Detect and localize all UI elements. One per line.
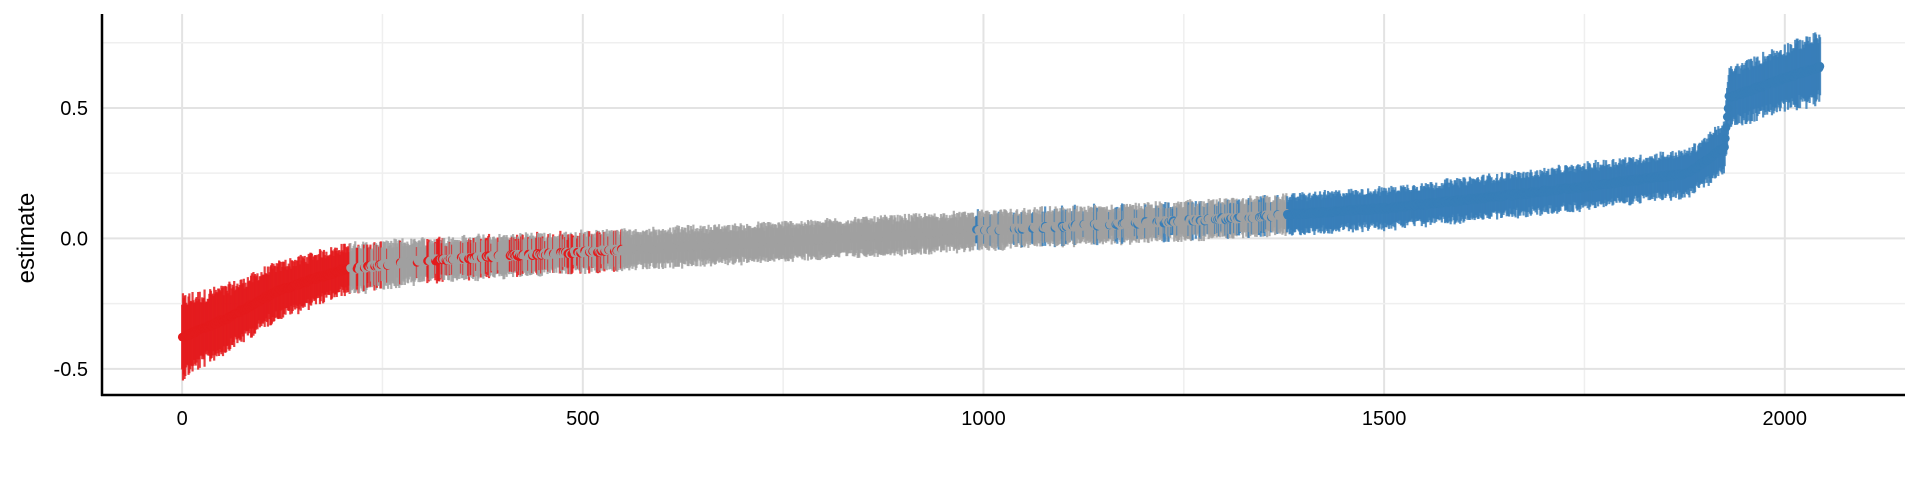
y-axis-title: estimate	[13, 193, 40, 284]
axes	[100, 14, 1905, 397]
tick-labels: 0 500 1000 1500 2000 -0.5 0.0 0.5	[54, 98, 1808, 430]
data-point	[1721, 134, 1730, 143]
data-point	[1722, 112, 1732, 121]
data-point	[1723, 104, 1733, 113]
y-tick-label: 0.5	[60, 98, 88, 120]
data-point	[1815, 62, 1825, 71]
x-tick-label: 2000	[1763, 408, 1808, 430]
x-tick-label: 0	[177, 408, 188, 430]
x-tick-label: 1000	[961, 408, 1006, 430]
x-tick-label: 500	[566, 408, 599, 430]
x-tick-label: 1500	[1362, 408, 1407, 430]
grid	[102, 14, 1905, 395]
data-layer	[177, 32, 1825, 381]
data-point	[1722, 123, 1731, 132]
y-tick-label: 0.0	[60, 228, 88, 250]
data-point	[1720, 142, 1729, 152]
y-tick-label: -0.5	[54, 359, 88, 381]
